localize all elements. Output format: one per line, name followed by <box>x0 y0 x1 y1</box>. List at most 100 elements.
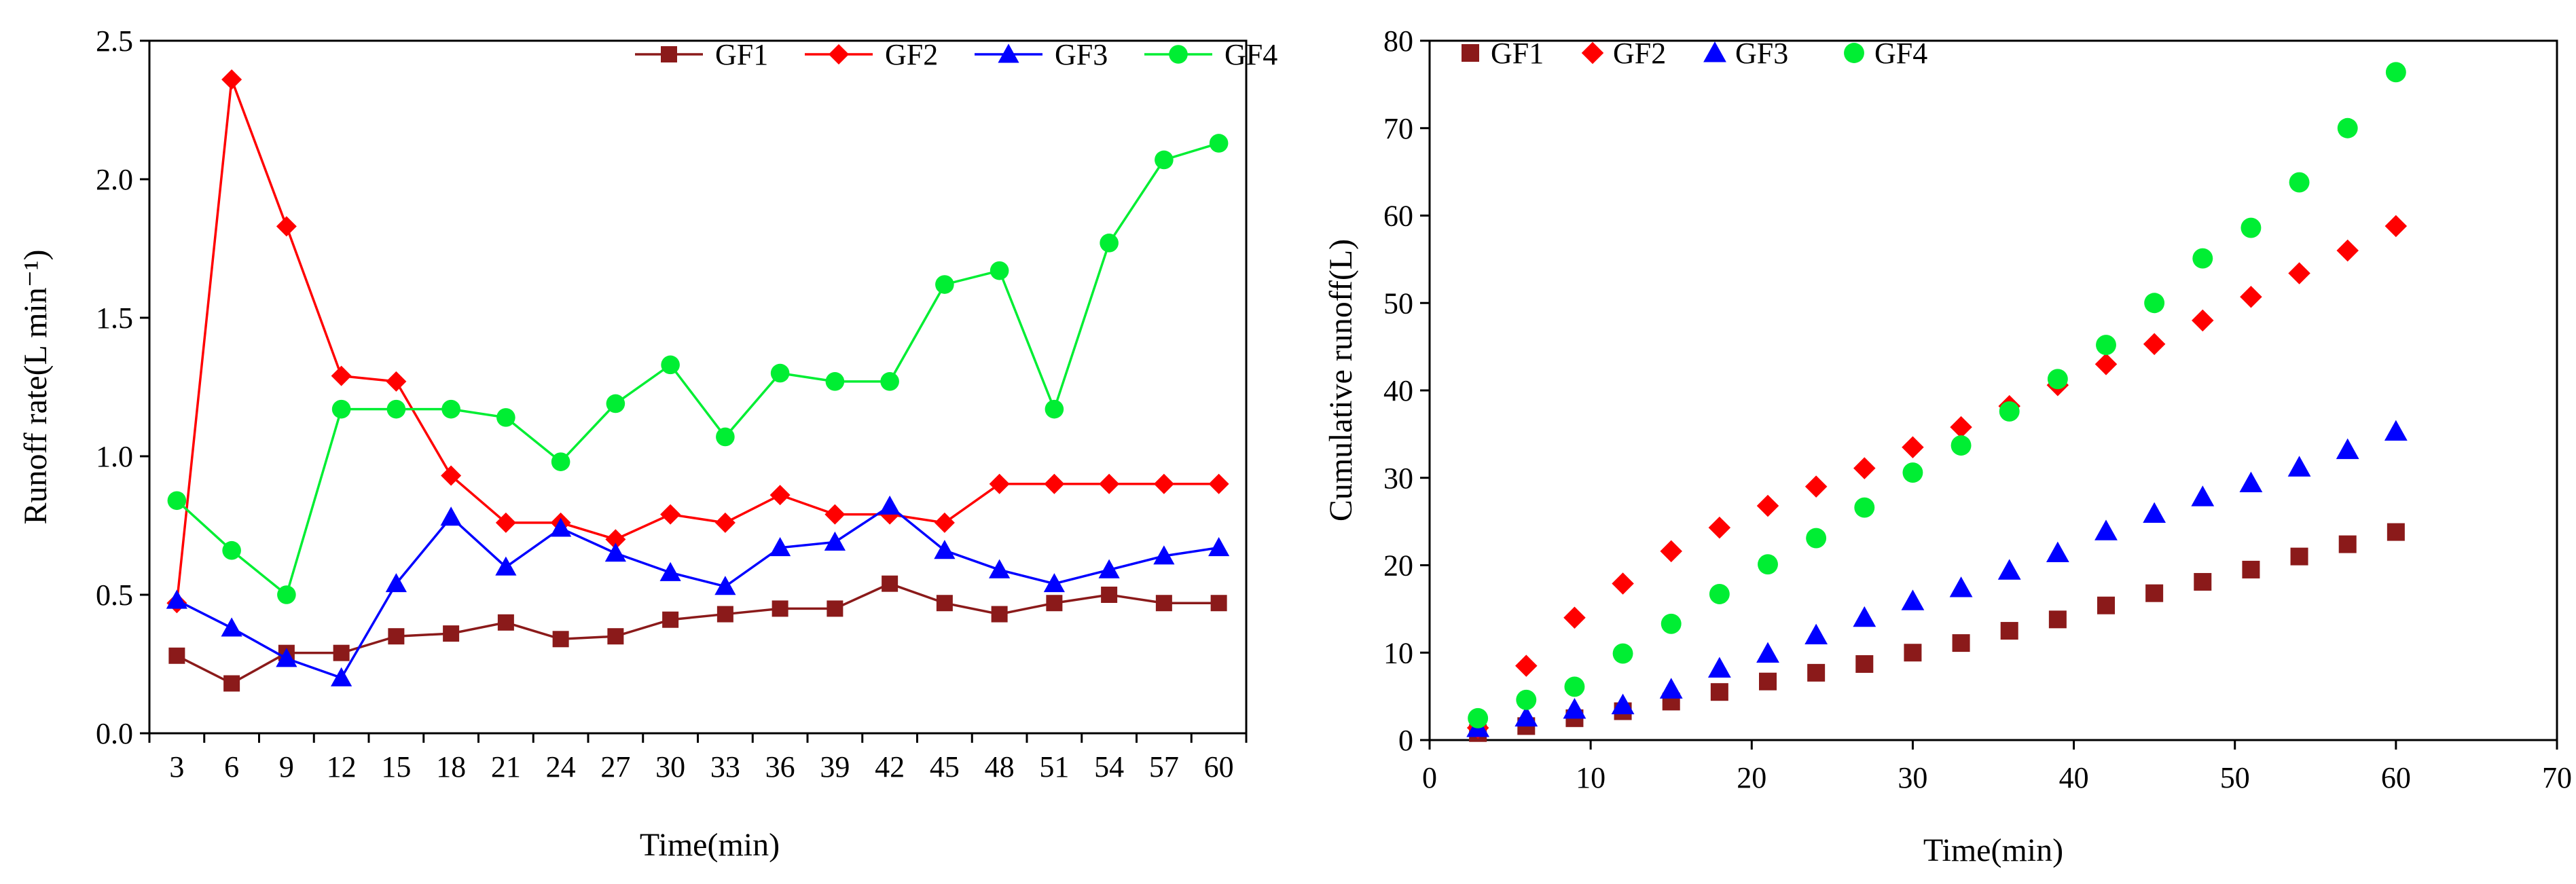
data-point-gf3 <box>1043 573 1065 593</box>
y-tick-label: 2.5 <box>96 24 133 58</box>
data-point-gf2 <box>1853 457 1876 479</box>
data-point-gf2 <box>660 504 681 525</box>
x-tick-label: 24 <box>546 750 576 784</box>
data-point-gf3 <box>495 556 517 576</box>
x-tick-label: 27 <box>600 750 630 784</box>
data-point-gf1 <box>2338 535 2357 553</box>
data-point-gf2 <box>1515 655 1538 677</box>
data-point-gf1 <box>607 628 624 645</box>
data-point-gf1 <box>2000 622 2018 640</box>
data-point-gf3 <box>989 559 1011 578</box>
data-point-gf3 <box>1098 559 1120 578</box>
data-point-gf3 <box>1153 545 1175 565</box>
data-point-gf3 <box>2384 420 2408 441</box>
data-point-gf2 <box>605 529 626 550</box>
legend-marker-gf2 <box>829 44 849 65</box>
data-point-gf2 <box>1756 494 1779 517</box>
data-point-gf4 <box>1999 401 2020 422</box>
data-point-gf4 <box>2096 335 2116 355</box>
data-point-gf4 <box>825 372 845 391</box>
data-point-gf1 <box>2290 547 2308 566</box>
data-point-gf4 <box>1854 497 1875 518</box>
data-point-gf3 <box>1208 537 1230 557</box>
data-point-gf4 <box>1758 554 1778 575</box>
data-point-gf3 <box>824 531 846 551</box>
legend-marker-gf2 <box>1581 41 1604 65</box>
data-point-gf3 <box>1804 623 1828 645</box>
data-point-gf2 <box>989 473 1010 494</box>
data-point-gf2 <box>769 485 791 506</box>
data-point-gf2 <box>2192 309 2214 332</box>
data-point-gf3 <box>1611 693 1635 715</box>
data-point-gf3 <box>2046 541 2069 562</box>
data-point-gf3 <box>2191 485 2215 507</box>
x-tick-label: 3 <box>169 750 184 784</box>
legend-marker-gf3 <box>998 43 1019 63</box>
x-tick-label: 30 <box>1898 761 1927 794</box>
data-point-gf1 <box>1952 634 1970 652</box>
x-tick-label: 39 <box>820 750 850 784</box>
x-tick-label: 0 <box>1422 761 1437 794</box>
data-point-gf2 <box>2094 353 2118 375</box>
data-point-gf1 <box>333 644 350 661</box>
y-tick-label: 70 <box>1383 112 1413 145</box>
data-point-gf4 <box>551 452 570 471</box>
data-point-gf3 <box>440 507 462 526</box>
legend-marker-gf4 <box>1169 45 1188 64</box>
y-tick-label: 0.5 <box>96 578 133 612</box>
runoff-rate-x-ticks: 3 6 9 12 15 18 21 24 27 30 33 36 39 42 45 48 51 54 57 60 <box>148 733 1248 784</box>
data-point-gf2 <box>714 512 736 533</box>
data-point-gf3 <box>166 589 187 609</box>
cumulative-runoff-legend: GF1 GF2 GF3 GF4 <box>1462 37 1927 70</box>
legend-label-gf1: GF1 <box>715 38 768 71</box>
data-point-gf2 <box>2336 239 2359 262</box>
data-point-gf2 <box>824 504 846 525</box>
data-point-gf3 <box>659 561 681 581</box>
legend-label-gf4: GF4 <box>1874 37 1927 70</box>
data-point-gf2 <box>1708 516 1731 539</box>
data-point-gf1 <box>1210 595 1227 612</box>
data-point-gf1 <box>2387 523 2405 541</box>
legend-marker-gf3 <box>1703 41 1726 62</box>
legend-label-gf1: GF1 <box>1491 37 1544 70</box>
data-point-gf4 <box>1661 613 1682 634</box>
data-point-gf3 <box>714 576 736 595</box>
data-point-gf4 <box>770 363 790 383</box>
x-tick-label: 15 <box>381 750 411 784</box>
data-point-gf4 <box>661 355 680 375</box>
data-point-gf3 <box>1901 589 1925 610</box>
data-point-gf3 <box>2336 438 2359 460</box>
data-point-gf2 <box>1044 473 1065 494</box>
x-tick-label: 60 <box>1204 750 1234 784</box>
data-point-gf3 <box>2287 456 2311 477</box>
data-point-gf4 <box>167 491 187 511</box>
data-point-gf1 <box>168 647 185 664</box>
data-point-gf2 <box>2240 285 2262 308</box>
data-point-gf3 <box>276 648 297 667</box>
data-point-gf2 <box>1902 436 1924 458</box>
data-point-gf2 <box>221 69 242 90</box>
data-point-gf2 <box>2143 333 2166 356</box>
y-tick-label: 30 <box>1383 462 1413 495</box>
runoff-rate-y-ticks: 0.0 0.5 1.0 1.5 2.0 2.5 <box>96 24 149 750</box>
series-line-gf1 <box>176 582 1219 685</box>
cumulative-runoff-x-ticks: 0 10 20 30 40 50 60 70 <box>1422 740 2572 794</box>
data-point-gf1 <box>716 606 733 623</box>
data-point-gf3 <box>385 573 407 593</box>
data-point-gf1 <box>772 600 788 617</box>
data-point-gf3 <box>1997 559 2021 580</box>
cumulative-runoff-series <box>1466 62 2408 742</box>
data-point-gf2 <box>1660 540 1682 563</box>
data-point-gf4 <box>1806 528 1827 549</box>
data-point-gf4 <box>331 399 351 419</box>
data-point-gf4 <box>1155 150 1174 170</box>
y-tick-label: 0 <box>1398 724 1413 757</box>
data-point-gf3 <box>221 617 242 637</box>
x-tick-label: 60 <box>2381 761 2411 794</box>
cumulative-runoff-plot-area <box>1428 39 2558 741</box>
data-point-gf3 <box>2143 502 2166 523</box>
x-tick-label: 54 <box>1094 750 1124 784</box>
data-point-gf2 <box>276 216 297 237</box>
x-tick-label: 48 <box>985 750 1015 784</box>
